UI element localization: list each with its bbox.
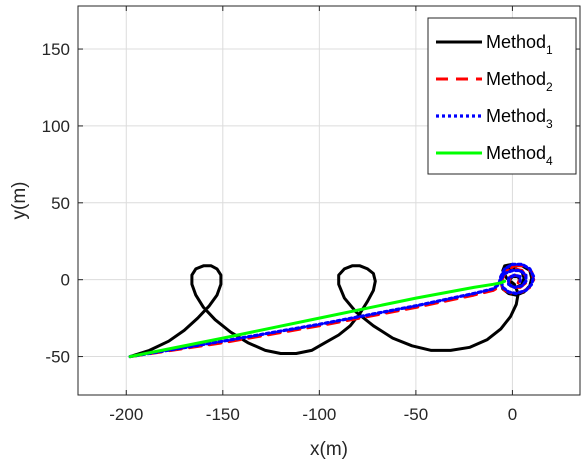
- y-tick-label: 0: [61, 271, 70, 290]
- legend-label-method-4: Method4: [486, 143, 553, 168]
- x-tick-label: -200: [109, 405, 143, 424]
- x-tick-label: -100: [302, 405, 336, 424]
- legend-label-subscript: 3: [546, 117, 553, 131]
- legend-label-text: Method: [486, 106, 546, 126]
- x-tick-label: -150: [206, 405, 240, 424]
- x-tick-label: 0: [508, 405, 517, 424]
- legend-label-text: Method: [486, 69, 546, 89]
- legend-label-method-3: Method3: [486, 106, 553, 131]
- legend-label-subscript: 2: [546, 80, 553, 94]
- y-tick-label: 150: [42, 40, 70, 59]
- legend-label-text: Method: [486, 32, 546, 52]
- x-tick-label: -50: [404, 405, 429, 424]
- legend-label-method-2: Method2: [486, 69, 553, 94]
- legend-label-text: Method: [486, 143, 546, 163]
- legend-label-subscript: 4: [546, 154, 553, 168]
- y-tick-label: 50: [51, 194, 70, 213]
- legend-label-subscript: 1: [546, 43, 553, 57]
- series-layer: [128, 262, 536, 359]
- axes-frame: [77, 5, 581, 396]
- y-tick-label: 100: [42, 117, 70, 136]
- tick-labels: -200 -150 -100 -50 0 -50 0 50 100 150: [42, 40, 518, 424]
- series-line-method-3: [128, 262, 536, 359]
- y-tick-label: -50: [45, 348, 70, 367]
- legend-box: [427, 17, 577, 175]
- y-axis-title: y(m): [9, 182, 30, 220]
- series-line-method-4: [128, 279, 507, 359]
- series-line-method-1: [128, 262, 534, 359]
- x-axis-title: x(m): [310, 439, 348, 460]
- legend-label-method-1: Method1: [486, 32, 553, 57]
